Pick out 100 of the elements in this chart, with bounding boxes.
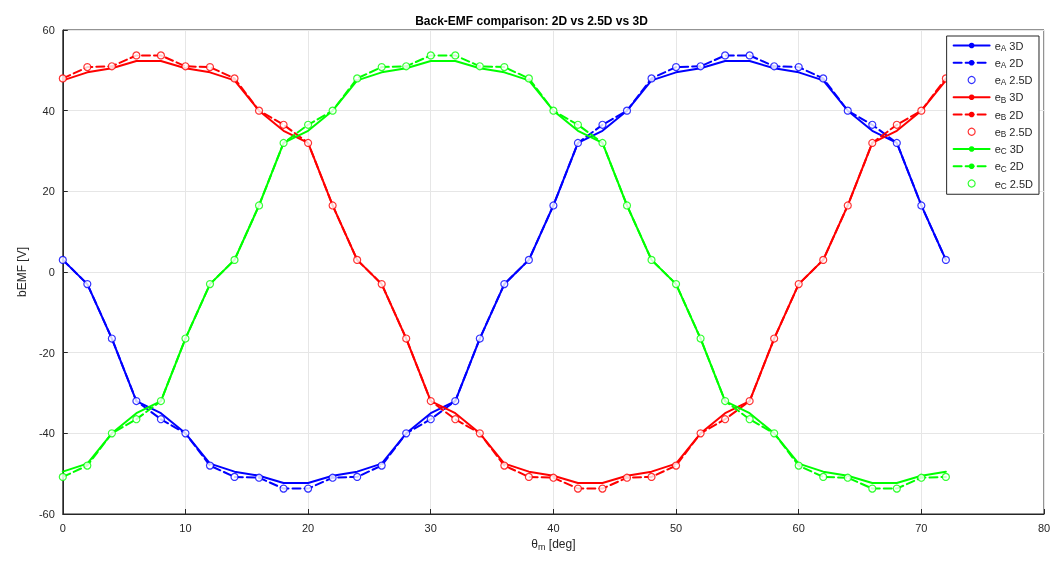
point	[402, 334, 411, 343]
point	[353, 255, 362, 264]
point	[647, 255, 656, 264]
point	[254, 106, 264, 115]
point	[868, 484, 877, 493]
point	[107, 429, 116, 438]
point	[279, 484, 288, 493]
x-tick-label: 40	[547, 521, 560, 534]
point	[156, 51, 166, 60]
y-tick-label: 20	[42, 185, 55, 198]
point	[598, 120, 607, 129]
point	[794, 461, 803, 470]
point	[230, 255, 239, 264]
point	[622, 473, 632, 482]
point	[549, 106, 558, 115]
point	[205, 63, 215, 72]
y-tick-label: -40	[38, 427, 55, 440]
point	[328, 201, 337, 210]
point	[524, 255, 533, 264]
point	[107, 334, 116, 343]
point	[745, 396, 754, 406]
point	[451, 415, 460, 424]
point	[475, 62, 484, 71]
point	[451, 396, 460, 406]
point	[843, 201, 852, 210]
point	[598, 484, 607, 493]
chart-title: Back-EMF comparison: 2D vs 2.5D vs 3D	[415, 14, 649, 28]
x-tick-label: 80	[1037, 521, 1051, 534]
point	[524, 74, 533, 83]
point	[353, 472, 362, 481]
point	[58, 472, 67, 481]
point	[794, 63, 803, 72]
point	[549, 201, 558, 210]
point	[868, 120, 877, 129]
point	[205, 280, 215, 289]
point	[770, 334, 779, 343]
x-tick-label: 60	[792, 521, 805, 534]
point	[622, 201, 632, 210]
point	[868, 138, 877, 148]
x-tick-label: 20	[301, 521, 315, 534]
point	[304, 120, 313, 129]
point	[83, 461, 92, 470]
point	[721, 51, 730, 60]
point	[328, 106, 337, 115]
point	[402, 429, 411, 438]
point	[475, 334, 484, 343]
point	[377, 280, 386, 289]
point	[917, 201, 926, 210]
point	[843, 106, 852, 115]
point	[941, 472, 950, 481]
point	[524, 472, 533, 481]
point	[83, 63, 92, 72]
y-tick-label: 0	[48, 266, 55, 278]
point	[819, 472, 828, 481]
point	[58, 74, 67, 83]
point	[770, 429, 779, 438]
point	[304, 484, 313, 493]
point	[402, 62, 411, 71]
point	[58, 255, 67, 264]
point	[475, 429, 484, 438]
point	[181, 334, 190, 343]
x-tick-label: 10	[179, 521, 192, 534]
point	[181, 62, 190, 71]
point	[598, 138, 607, 148]
point	[107, 62, 116, 71]
point	[671, 280, 681, 289]
point	[892, 484, 901, 493]
point	[132, 415, 141, 424]
point	[941, 255, 950, 264]
point	[132, 396, 141, 406]
point	[254, 201, 264, 210]
point	[819, 74, 828, 83]
point	[843, 473, 852, 482]
point	[794, 280, 803, 289]
point	[328, 473, 337, 482]
point	[426, 396, 435, 406]
point	[304, 138, 313, 148]
point	[721, 415, 730, 424]
y-tick-label: -20	[38, 346, 55, 359]
point	[622, 106, 632, 115]
point	[892, 138, 901, 148]
point	[426, 51, 435, 60]
point	[279, 138, 288, 148]
point	[647, 472, 656, 481]
point	[819, 255, 828, 264]
point	[426, 415, 435, 424]
point	[721, 396, 730, 406]
point	[279, 120, 288, 129]
point	[892, 120, 901, 129]
point	[573, 484, 583, 493]
y-tick-label: 60	[42, 24, 55, 36]
point	[156, 415, 166, 424]
point	[671, 63, 681, 72]
point	[917, 106, 926, 115]
y-axis-title: bEMF [V]	[15, 246, 29, 298]
point	[573, 138, 583, 148]
point	[549, 473, 558, 482]
point	[83, 280, 92, 289]
point	[573, 120, 583, 129]
point	[500, 280, 509, 289]
